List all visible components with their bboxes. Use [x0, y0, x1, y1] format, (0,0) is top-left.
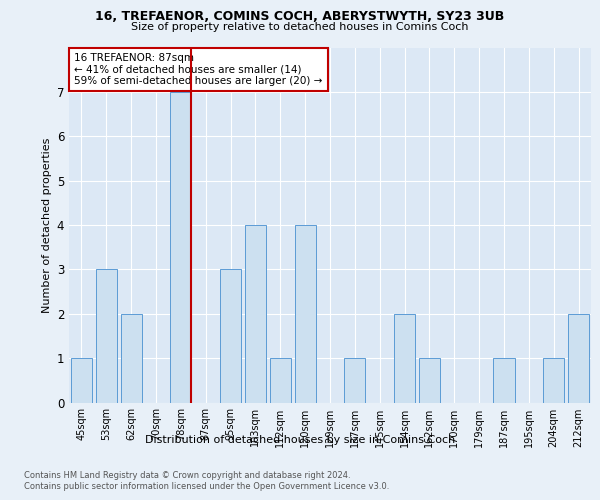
- Bar: [493, 358, 515, 403]
- Text: 16, TREFAENOR, COMINS COCH, ABERYSTWYTH, SY23 3UB: 16, TREFAENOR, COMINS COCH, ABERYSTWYTH,…: [95, 10, 505, 23]
- Bar: [543, 358, 564, 403]
- Text: 16 TREFAENOR: 87sqm
← 41% of detached houses are smaller (14)
59% of semi-detach: 16 TREFAENOR: 87sqm ← 41% of detached ho…: [74, 53, 323, 86]
- Bar: [568, 314, 589, 402]
- Bar: [220, 270, 241, 402]
- Bar: [71, 358, 92, 403]
- Text: Contains HM Land Registry data © Crown copyright and database right 2024.: Contains HM Land Registry data © Crown c…: [24, 471, 350, 480]
- Bar: [170, 92, 191, 402]
- Y-axis label: Number of detached properties: Number of detached properties: [43, 138, 52, 312]
- Bar: [121, 314, 142, 402]
- Bar: [295, 225, 316, 402]
- Bar: [270, 358, 291, 403]
- Text: Contains public sector information licensed under the Open Government Licence v3: Contains public sector information licen…: [24, 482, 389, 491]
- Bar: [394, 314, 415, 402]
- Bar: [344, 358, 365, 403]
- Text: Distribution of detached houses by size in Comins Coch: Distribution of detached houses by size …: [145, 435, 455, 445]
- Text: Size of property relative to detached houses in Comins Coch: Size of property relative to detached ho…: [131, 22, 469, 32]
- Bar: [245, 225, 266, 402]
- Bar: [419, 358, 440, 403]
- Bar: [96, 270, 117, 402]
